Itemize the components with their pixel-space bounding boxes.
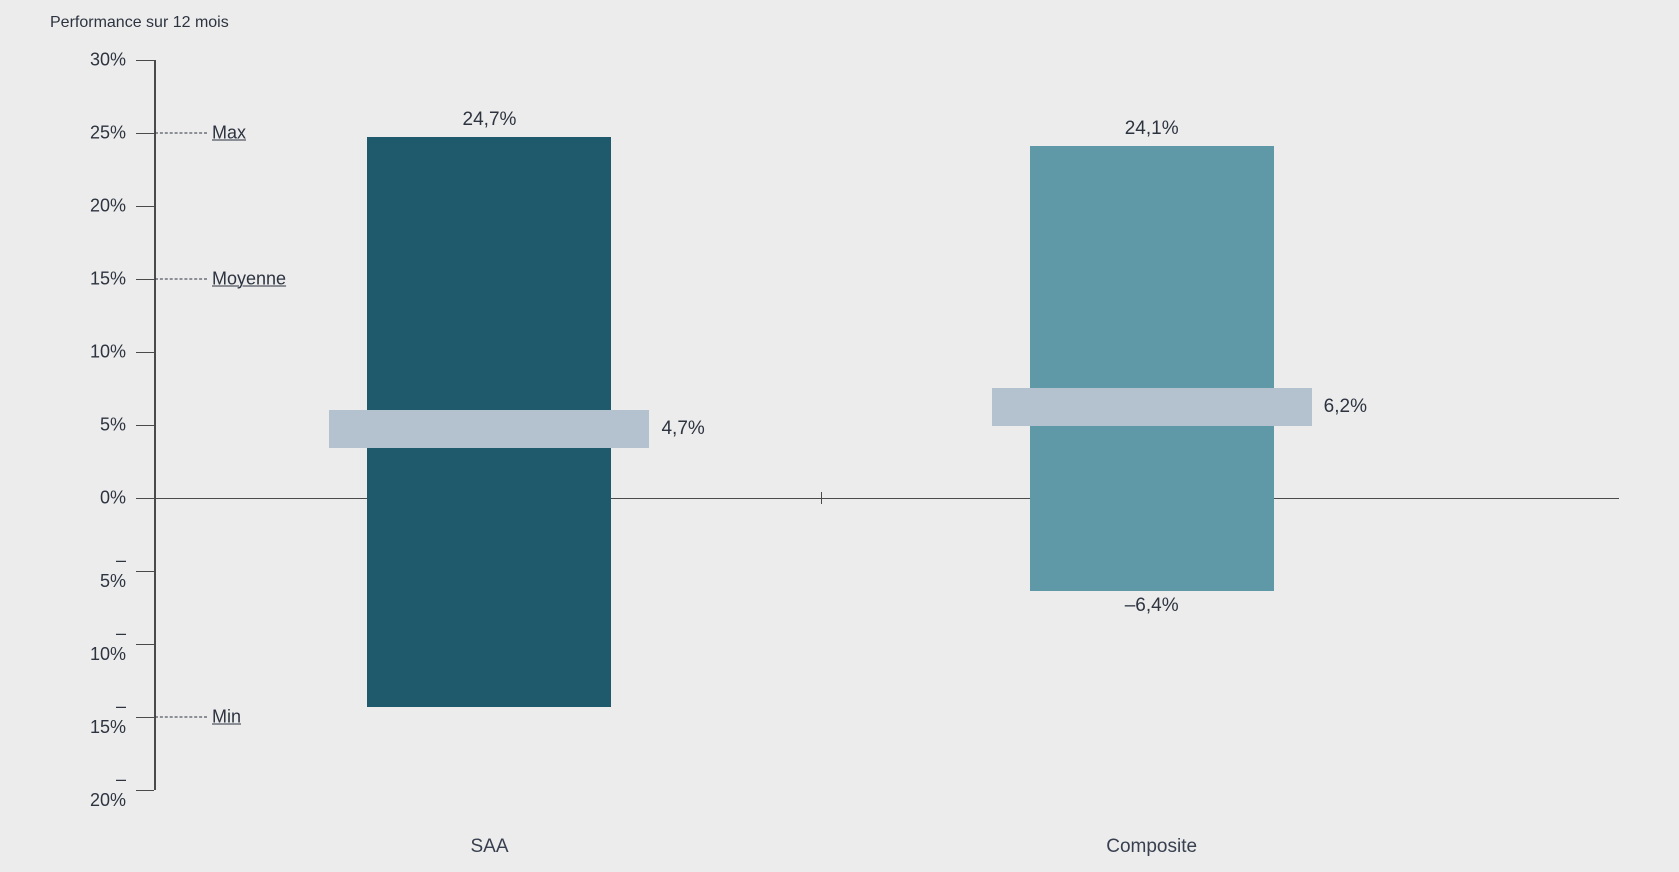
x-label-saa: SAA <box>470 836 508 858</box>
legend-dash-moyenne <box>155 279 207 280</box>
y-tick-mark <box>136 206 154 207</box>
y-tick-label: –15% <box>90 696 126 738</box>
range-bar-composite <box>1030 146 1274 591</box>
y-tick-mark <box>136 498 154 499</box>
y-tick-label: 10% <box>90 342 126 363</box>
legend-dash-min <box>155 717 207 718</box>
y-tick-label: –20% <box>90 769 126 811</box>
y-tick-label: 5% <box>100 415 126 436</box>
legend-label-min: Min <box>212 707 241 728</box>
x-label-composite: Composite <box>1106 836 1197 858</box>
y-tick-label: 20% <box>90 196 126 217</box>
mean-label-composite: 6,2% <box>1324 396 1367 418</box>
y-tick-label: 30% <box>90 50 126 71</box>
y-tick-mark <box>136 60 154 61</box>
x-axis-center-tick <box>821 492 822 504</box>
plot-area: 30%25%20%15%10%5%0%–5%–10%–15%–20%MaxMoy… <box>154 60 1619 790</box>
max-label-composite: 24,1% <box>1125 118 1179 140</box>
min-label-composite: –6,4% <box>1125 595 1179 617</box>
y-tick-label: 15% <box>90 269 126 290</box>
y-tick-mark <box>136 790 154 791</box>
mean-bar-saa <box>329 410 649 448</box>
legend-label-max: Max <box>212 123 246 144</box>
max-label-saa: 24,7% <box>463 109 517 131</box>
y-axis <box>154 60 156 790</box>
mean-label-saa: 4,7% <box>661 418 704 440</box>
y-tick-mark <box>136 571 154 572</box>
y-tick-mark <box>136 133 154 134</box>
y-tick-label: 25% <box>90 123 126 144</box>
mean-bar-composite <box>992 388 1312 426</box>
y-tick-label: –5% <box>100 550 126 592</box>
y-tick-label: –10% <box>90 623 126 665</box>
y-tick-mark <box>136 425 154 426</box>
y-tick-mark <box>136 644 154 645</box>
performance-chart: Performance sur 12 mois 30%25%20%15%10%5… <box>0 0 1679 872</box>
legend-dash-max <box>155 133 207 134</box>
y-tick-mark <box>136 717 154 718</box>
chart-title: Performance sur 12 mois <box>50 14 229 32</box>
legend-label-moyenne: Moyenne <box>212 269 286 290</box>
y-tick-label: 0% <box>100 488 126 509</box>
y-tick-mark <box>136 352 154 353</box>
y-tick-mark <box>136 279 154 280</box>
